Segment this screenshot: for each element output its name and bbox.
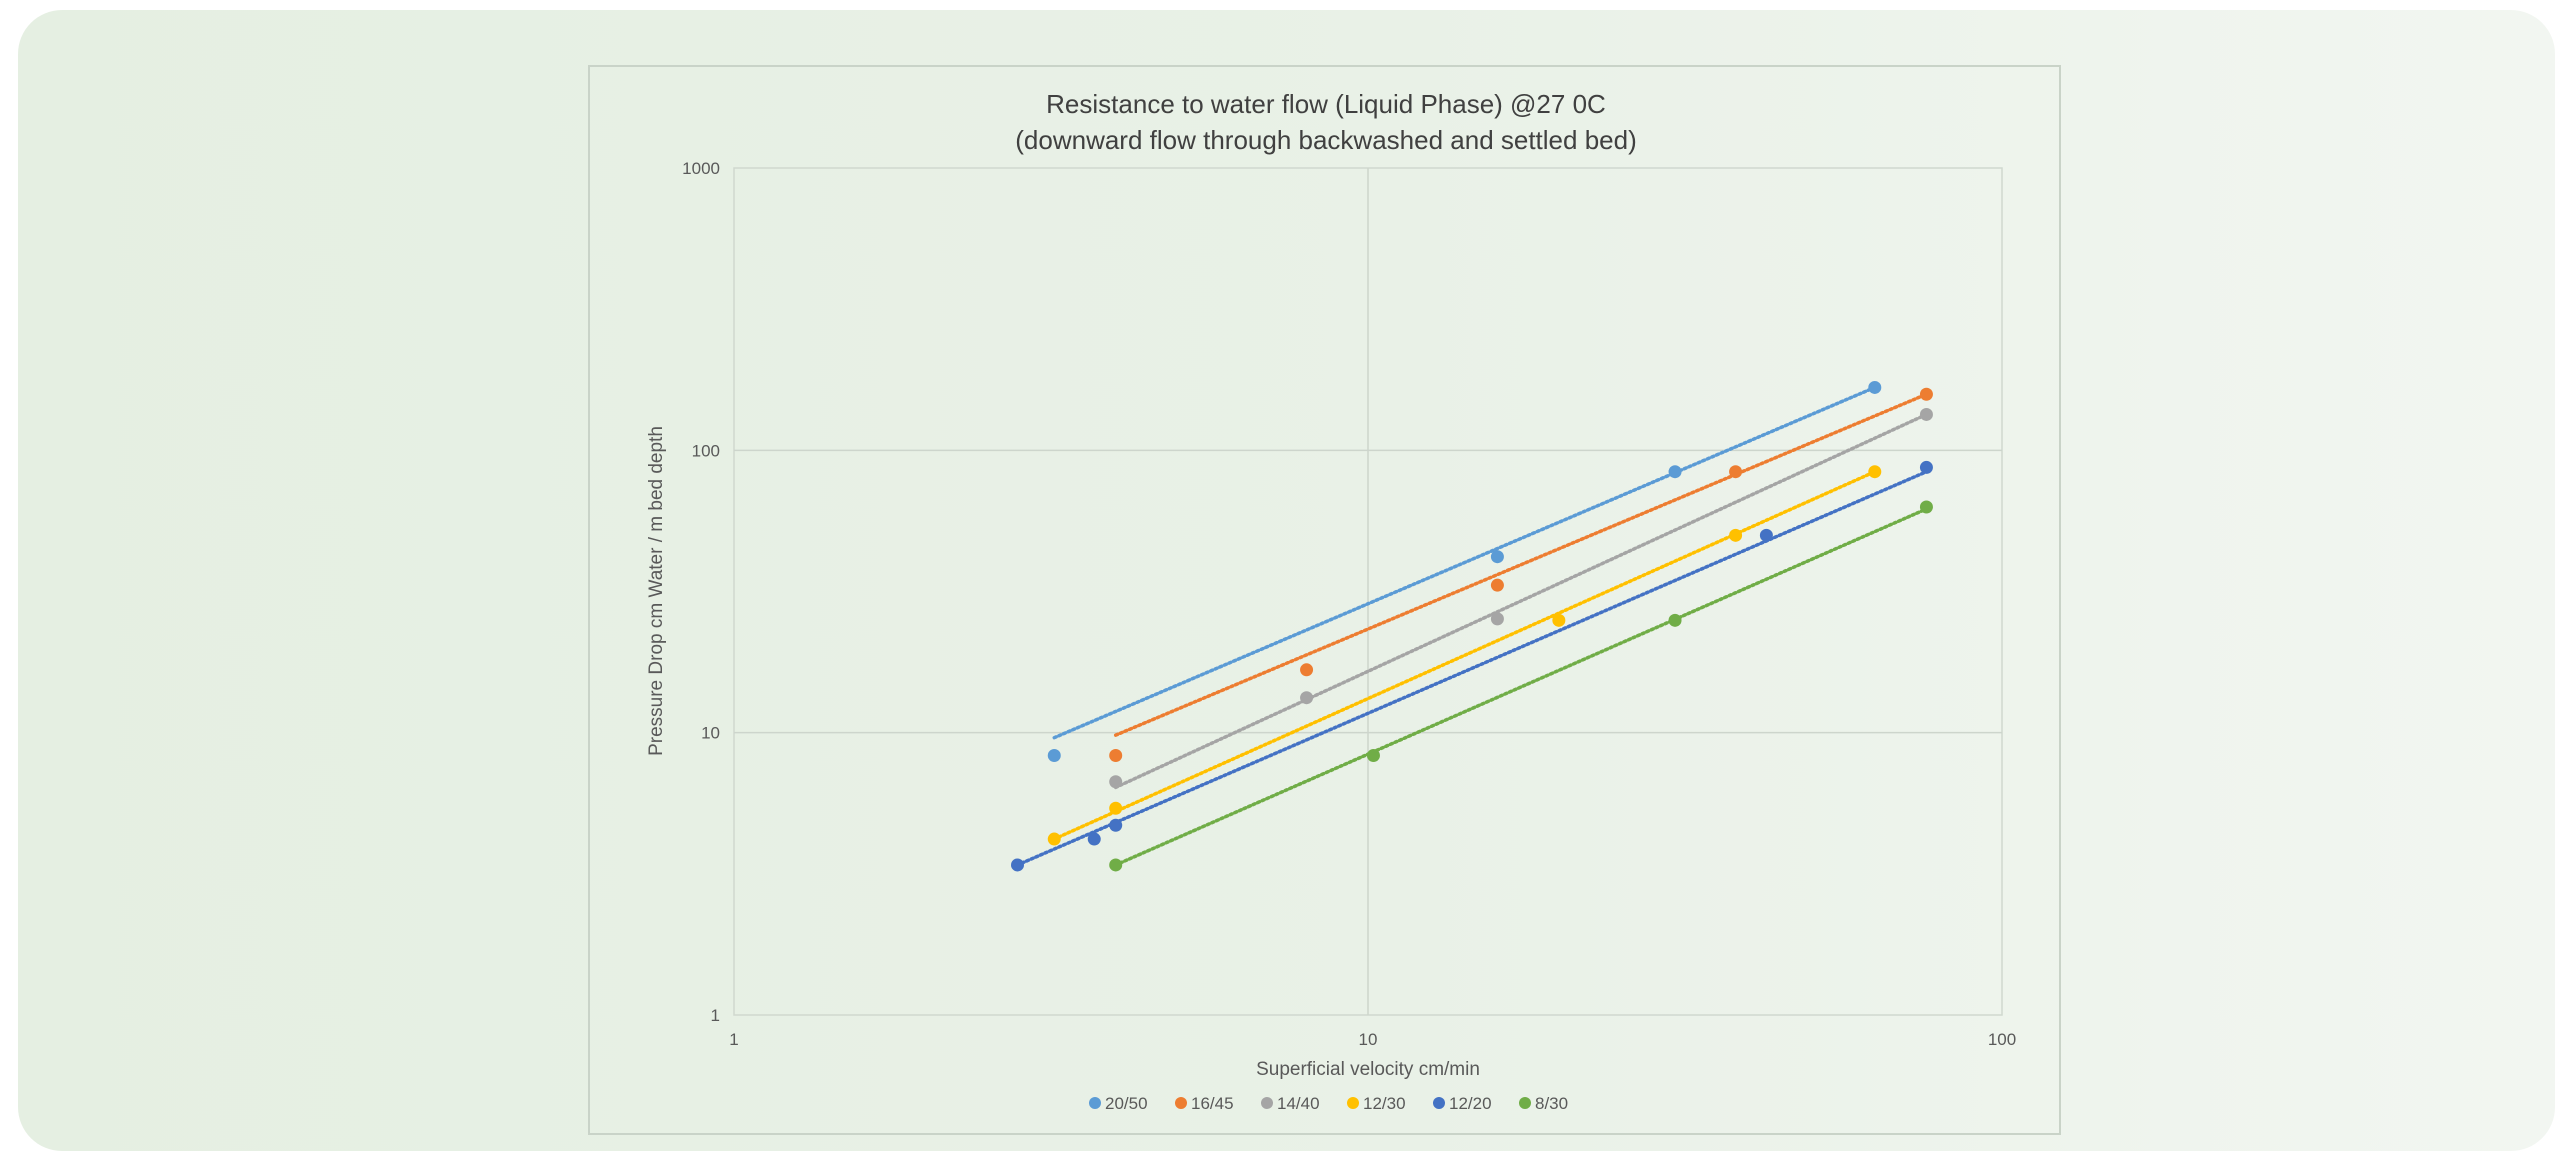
data-point-14-40 <box>1919 407 1933 421</box>
y-axis-title: Pressure Drop cm Water / m bed depth <box>646 426 667 756</box>
data-point-16-45 <box>1919 387 1933 401</box>
y-tick-label: 10 <box>701 724 720 743</box>
data-point-16-45 <box>1300 663 1314 677</box>
legend-label-12-30: 12/30 <box>1363 1094 1406 1113</box>
tick-layer: 1 10 100 1 10 100 1000 <box>682 159 2016 1049</box>
x-tick-label: 100 <box>1988 1030 2016 1049</box>
x-tick-label: 1 <box>729 1030 738 1049</box>
trendline-14-40 <box>1113 412 1929 790</box>
legend-marker-14-40 <box>1261 1097 1273 1109</box>
data-point-16-45 <box>1109 749 1123 763</box>
data-point-12-20 <box>1919 460 1933 474</box>
data-point-12-30 <box>1109 801 1123 815</box>
page-background: Resistance to water flow (Liquid Phase) … <box>18 10 2555 1151</box>
trendline-12-30 <box>1052 469 1877 841</box>
data-point-20-50 <box>1868 380 1882 394</box>
legend-label-20-50: 20/50 <box>1105 1094 1148 1113</box>
trendline-20-50 <box>1052 385 1877 740</box>
legend-marker-8-30 <box>1519 1097 1531 1109</box>
trendline-8-30 <box>1113 507 1929 867</box>
legend-label-16-45: 16/45 <box>1191 1094 1234 1113</box>
trendline-12-20 <box>1015 469 1929 867</box>
data-point-16-45 <box>1490 578 1504 592</box>
y-tick-label: 1000 <box>682 159 720 178</box>
trendline-layer <box>1015 385 1929 867</box>
data-point-12-30 <box>1729 528 1743 542</box>
legend-label-8-30: 8/30 <box>1535 1094 1568 1113</box>
data-point-12-30 <box>1552 613 1566 627</box>
data-point-14-40 <box>1490 612 1504 626</box>
data-point-20-50 <box>1490 550 1504 564</box>
legend-marker-12-30 <box>1347 1097 1359 1109</box>
data-point-12-20 <box>1109 818 1123 832</box>
data-point-12-30 <box>1868 465 1882 479</box>
grid-layer <box>734 168 2002 1015</box>
data-point-20-50 <box>1047 749 1061 763</box>
data-point-8-30 <box>1366 749 1380 763</box>
data-point-8-30 <box>1109 858 1123 872</box>
y-tick-label: 1 <box>711 1006 720 1025</box>
data-point-12-20 <box>1010 858 1024 872</box>
legend-marker-20-50 <box>1089 1097 1101 1109</box>
chart-frame: Resistance to water flow (Liquid Phase) … <box>588 65 2061 1135</box>
data-point-16-45 <box>1729 465 1743 479</box>
legend-label-14-40: 14/40 <box>1277 1094 1320 1113</box>
data-point-14-40 <box>1109 775 1123 789</box>
legend-marker-16-45 <box>1175 1097 1187 1109</box>
x-tick-label: 10 <box>1359 1030 1378 1049</box>
y-tick-label: 100 <box>692 441 720 460</box>
x-axis-title: Superficial velocity cm/min <box>1256 1059 1480 1080</box>
point-layer <box>1010 380 1933 872</box>
data-point-12-20 <box>1759 528 1773 542</box>
chart-svg: Resistance to water flow (Liquid Phase) … <box>646 89 2016 1113</box>
data-point-8-30 <box>1668 613 1682 627</box>
chart-title: Resistance to water flow (Liquid Phase) … <box>1046 89 1606 119</box>
chart-subtitle: (downward flow through backwashed and se… <box>1015 125 1637 155</box>
trendline-16-45 <box>1113 392 1929 737</box>
data-point-12-30 <box>1047 832 1061 846</box>
data-point-14-40 <box>1300 691 1314 705</box>
data-point-20-50 <box>1668 465 1682 479</box>
data-point-12-20 <box>1087 832 1101 846</box>
legend-marker-12-20 <box>1433 1097 1445 1109</box>
legend: 20/50 16/45 14/40 12/30 12/20 8/30 <box>1089 1094 1568 1113</box>
legend-label-12-20: 12/20 <box>1449 1094 1492 1113</box>
data-point-8-30 <box>1919 500 1933 514</box>
